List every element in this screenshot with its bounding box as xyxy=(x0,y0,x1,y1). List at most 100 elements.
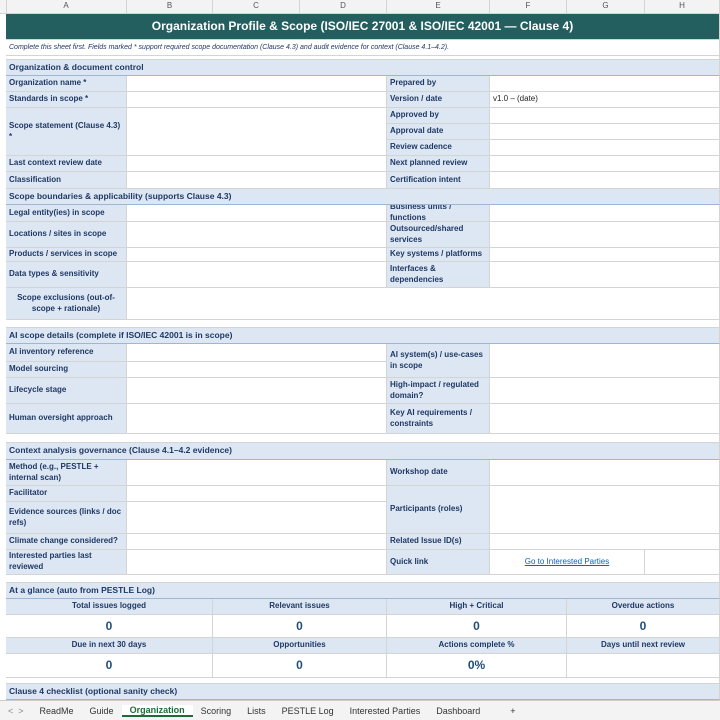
sheet-tab[interactable]: PESTLE Log xyxy=(281,706,334,716)
input-cell[interactable] xyxy=(127,156,387,172)
kpi-value xyxy=(567,654,720,678)
input-cell[interactable] xyxy=(127,262,387,288)
spacer xyxy=(6,575,720,583)
kpi-label: Overdue actions xyxy=(567,599,720,615)
input-cell[interactable] xyxy=(490,76,720,92)
kpi-value: 0 xyxy=(6,654,213,678)
kpi-label: High + Critical xyxy=(387,599,567,615)
input-cell[interactable] xyxy=(490,108,720,124)
field-label: Key AI requirements / constraints xyxy=(387,404,490,434)
sheet-tab[interactable]: Lists xyxy=(247,706,266,716)
input-cell[interactable] xyxy=(127,172,387,189)
field-label: Prepared by xyxy=(387,76,490,92)
field-label: Review cadence xyxy=(387,140,490,156)
sheet-tab[interactable]: Guide xyxy=(89,706,114,716)
input-cell[interactable] xyxy=(490,460,720,486)
field-label: Last context review date xyxy=(6,156,127,172)
input-cell[interactable] xyxy=(127,205,387,222)
spacer xyxy=(6,320,720,328)
input-cell[interactable] xyxy=(127,404,387,434)
sheet-tab[interactable]: Dashboard xyxy=(436,706,481,716)
field-label: Climate change considered? xyxy=(6,534,127,550)
field-label: Outsourced/shared services xyxy=(387,222,490,248)
input-cell[interactable] xyxy=(127,92,387,108)
field-label: Interested parties last reviewed xyxy=(6,550,127,575)
sheet-tab[interactable]: Organization xyxy=(121,705,193,717)
input-cell[interactable] xyxy=(490,222,720,248)
kpi-value: 0 xyxy=(387,615,567,638)
field-label: Evidence sources (links / doc refs) xyxy=(6,502,127,534)
field-label: Locations / sites in scope xyxy=(6,222,127,248)
section-header: Clause 4 checklist (optional sanity chec… xyxy=(6,684,720,700)
field-label: AI inventory reference xyxy=(6,344,127,362)
input-cell[interactable] xyxy=(127,362,387,378)
input-cell[interactable]: v1.0 – (date) xyxy=(490,92,720,108)
field-label: Human oversight approach xyxy=(6,404,127,434)
input-cell[interactable] xyxy=(127,502,387,534)
field-label: Legal entity(ies) in scope xyxy=(6,205,127,222)
field-label: Scope statement (Clause 4.3) * xyxy=(6,108,127,156)
field-label: Business units / functions xyxy=(387,205,490,222)
sheet-tab[interactable]: + xyxy=(510,706,516,716)
input-cell xyxy=(645,550,720,575)
kpi-value: 0% xyxy=(387,654,567,678)
input-cell[interactable] xyxy=(490,486,720,534)
input-cell[interactable] xyxy=(127,550,387,575)
sheet-tabs: < > ReadMe Guide Organization Scoring Lists PE… xyxy=(0,700,720,720)
input-cell[interactable] xyxy=(490,534,720,550)
kpi-value: 0 xyxy=(6,615,213,638)
input-cell[interactable] xyxy=(127,378,387,404)
field-label: Facilitator xyxy=(6,486,127,502)
kpi-label: Actions complete % xyxy=(387,638,567,654)
sheet-tab[interactable]: ReadMe xyxy=(39,706,74,716)
input-cell[interactable] xyxy=(490,172,720,189)
sheet-tab[interactable]: Scoring xyxy=(200,706,232,716)
nav-arrows[interactable]: < > xyxy=(8,706,24,716)
column-header: B xyxy=(127,0,213,14)
input-cell[interactable] xyxy=(127,108,387,156)
corner xyxy=(0,0,7,14)
section-header: AI scope details (complete if ISO/IEC 42… xyxy=(6,328,720,344)
input-cell[interactable] xyxy=(490,140,720,156)
section-header: Context analysis governance (Clause 4.1–… xyxy=(6,443,720,460)
input-cell[interactable] xyxy=(490,205,720,222)
field-label: Scope exclusions (out-of-scope + rationa… xyxy=(6,288,127,320)
field-label: Standards in scope * xyxy=(6,92,127,108)
input-cell[interactable] xyxy=(490,124,720,140)
sheet-tab[interactable]: Interested Parties xyxy=(349,706,421,716)
input-cell[interactable] xyxy=(127,486,387,502)
spacer xyxy=(6,434,720,443)
input-cell[interactable] xyxy=(127,344,387,362)
hyperlink[interactable]: Go to Interested Parties xyxy=(490,550,645,575)
field-label: Approval date xyxy=(387,124,490,140)
input-cell[interactable] xyxy=(127,76,387,92)
field-label: Next planned review xyxy=(387,156,490,172)
input-cell[interactable] xyxy=(490,248,720,262)
input-cell[interactable] xyxy=(127,288,720,320)
field-label: Related Issue ID(s) xyxy=(387,534,490,550)
field-label: Classification xyxy=(6,172,127,189)
field-label: Model sourcing xyxy=(6,362,127,378)
kpi-value: 0 xyxy=(213,615,387,638)
input-cell[interactable] xyxy=(490,404,720,434)
kpi-value: 0 xyxy=(213,654,387,678)
section-header: At a glance (auto from PESTLE Log) xyxy=(6,583,720,599)
sheet-title: Organization Profile & Scope (ISO/IEC 27… xyxy=(6,14,720,40)
input-cell[interactable] xyxy=(490,156,720,172)
field-label: Quick link xyxy=(387,550,490,575)
input-cell[interactable] xyxy=(490,262,720,288)
field-label: Participants (roles) xyxy=(387,486,490,534)
input-cell[interactable] xyxy=(127,460,387,486)
column-header: F xyxy=(490,0,567,14)
input-cell[interactable] xyxy=(127,534,387,550)
field-label: Organization name * xyxy=(6,76,127,92)
kpi-label: Due in next 30 days xyxy=(6,638,213,654)
field-label: AI system(s) / use-cases in scope xyxy=(387,344,490,378)
input-cell[interactable] xyxy=(490,378,720,404)
input-cell[interactable] xyxy=(127,248,387,262)
input-cell[interactable] xyxy=(490,344,720,378)
input-cell[interactable] xyxy=(127,222,387,248)
column-header: E xyxy=(387,0,490,14)
column-header: D xyxy=(300,0,387,14)
